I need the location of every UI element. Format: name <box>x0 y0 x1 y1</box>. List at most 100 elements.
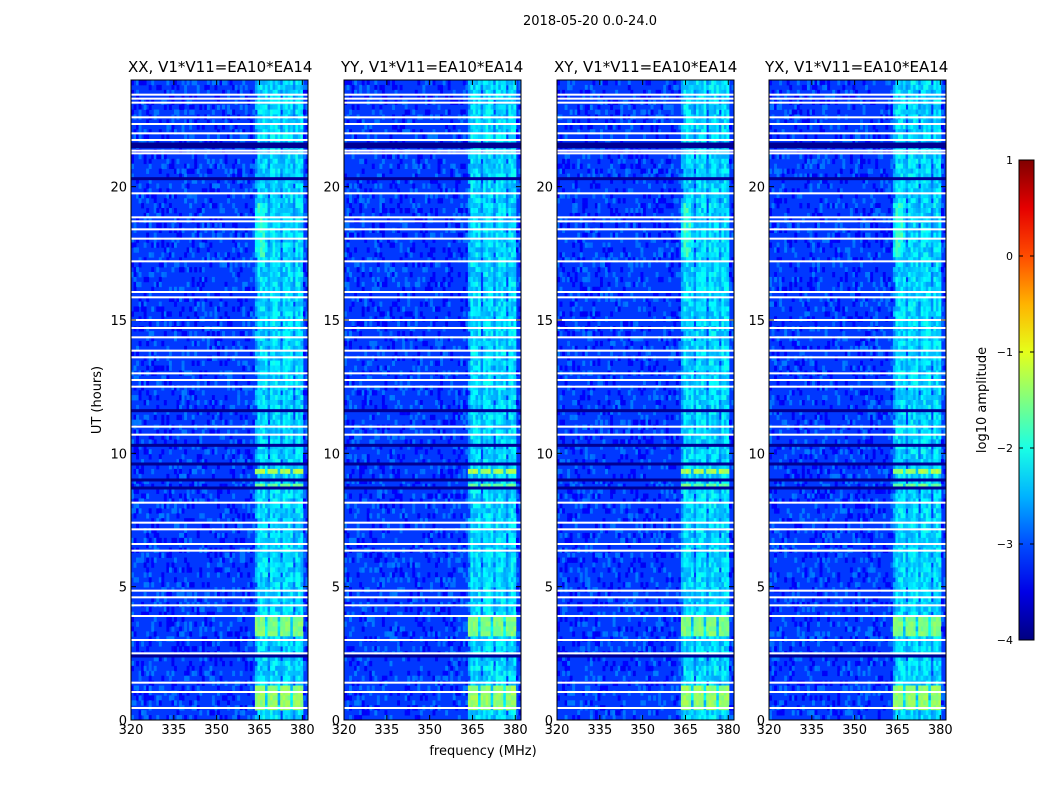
spectrum-cell <box>447 80 451 86</box>
spectrum-cell <box>249 124 253 130</box>
spectrum-cell <box>184 518 188 524</box>
spectrum-cell <box>179 582 182 588</box>
spectrum-cell <box>148 542 152 549</box>
spectrum-cell <box>206 80 210 86</box>
spectrum-cell <box>300 562 304 568</box>
spectrum-cell <box>234 429 238 435</box>
spectrum-cell <box>186 488 190 494</box>
spectrum-cell <box>287 404 291 411</box>
spectrum-cell <box>209 262 213 268</box>
spectrum-cell <box>262 336 266 342</box>
spectrum-cell <box>206 562 210 568</box>
spectrum-cell <box>265 710 268 716</box>
spectrum-cell <box>257 542 261 549</box>
spectrum-cell <box>287 94 291 101</box>
spectrum-cell <box>259 272 263 278</box>
spectrum-cell <box>292 208 296 214</box>
spectrum-cell <box>204 139 208 145</box>
spectrum-cell <box>287 222 291 229</box>
spectrum-cell <box>259 483 263 490</box>
spectrum-cell <box>290 119 294 125</box>
spectrum-cell <box>282 158 286 165</box>
spectrum-cell <box>275 267 279 273</box>
spectrum-cell <box>272 321 276 327</box>
spectrum-cell <box>229 409 233 416</box>
spectrum-cell <box>287 626 291 632</box>
spectrum-cell <box>267 355 271 362</box>
spectrum-cell <box>259 257 263 263</box>
spectrum-cell <box>242 636 246 642</box>
spectrum-cell <box>133 134 137 140</box>
spectrum-cell <box>490 80 494 86</box>
spectrum-cell <box>196 488 200 494</box>
spectrum-cell <box>297 321 301 327</box>
spectrum-cell <box>259 222 263 229</box>
spectrum-cell <box>282 498 286 504</box>
spectrum-cell <box>287 636 291 642</box>
spectrum-cell <box>133 503 137 509</box>
spectrum-cell <box>467 94 471 101</box>
spectrum-cell <box>280 208 284 214</box>
spectrum-cell <box>272 611 276 618</box>
spectrum-cell <box>201 222 205 229</box>
spectrum-cell <box>158 168 162 174</box>
spectrum-cell <box>305 124 308 130</box>
spectrum-cell <box>290 173 294 179</box>
spectrum-cell <box>272 124 276 130</box>
spectrum-cell <box>295 375 299 381</box>
spectrum-cell <box>199 232 203 238</box>
spectrum-cell <box>181 395 185 401</box>
spectrum-cell <box>224 257 228 263</box>
spectrum-cell <box>257 400 261 406</box>
spectrum-cell <box>282 685 286 691</box>
panel-frame <box>130 79 309 721</box>
spectrum-cell <box>232 493 236 499</box>
spectrum-cell <box>267 306 271 312</box>
spectrum-cell <box>270 355 273 362</box>
spectrum-cell <box>265 301 268 307</box>
spectrum-cell <box>163 311 167 317</box>
spectrum-cell <box>270 301 273 307</box>
spectrum-cell <box>199 163 203 170</box>
spectrum-cell <box>290 291 294 298</box>
spectrum-cell <box>168 227 172 234</box>
spectrum-cell <box>285 695 289 701</box>
spectrum-cell <box>216 646 220 652</box>
spectrum-cell <box>244 660 248 667</box>
spectrum-cell <box>216 178 220 184</box>
spectrum-cell <box>146 513 150 519</box>
spectrum-cell <box>488 134 492 140</box>
spectrum-cell <box>282 350 286 357</box>
x-tick-label: 320 <box>119 723 144 738</box>
spectrum-cell <box>209 621 213 627</box>
spectrum-cell <box>297 306 301 312</box>
spectrum-cell <box>275 311 279 317</box>
spectrum-cell <box>275 345 279 352</box>
spectrum-cell <box>136 685 139 691</box>
spectrum-cell <box>450 119 454 125</box>
spectrum-cell <box>265 281 268 288</box>
spectrum-cell <box>166 257 170 263</box>
spectrum-cell <box>234 84 238 91</box>
spectrum-cell <box>285 94 289 101</box>
spectrum-cell <box>381 94 385 101</box>
spectrum-cell <box>272 656 276 662</box>
spectrum-cell <box>285 616 289 622</box>
spectrum-cell <box>300 109 304 115</box>
spectrum-cell <box>285 685 289 691</box>
spectrum-cell <box>404 163 408 170</box>
spectrum-cell <box>272 119 276 125</box>
spectrum-cell <box>257 227 261 234</box>
spectrum-cell <box>280 276 284 283</box>
spectrum-cell <box>189 203 193 209</box>
spectrum-cell <box>265 380 268 386</box>
spectrum-cell <box>272 572 276 578</box>
spectrum-cell <box>229 119 233 125</box>
spectrum-cell <box>290 84 294 91</box>
spectrum-cell <box>277 641 281 647</box>
spectrum-cell <box>191 340 195 347</box>
spectrum-cell <box>227 488 231 494</box>
spectrum-cell <box>265 464 268 470</box>
spectrum-cell <box>305 276 308 283</box>
spectrum-cell <box>282 360 286 366</box>
